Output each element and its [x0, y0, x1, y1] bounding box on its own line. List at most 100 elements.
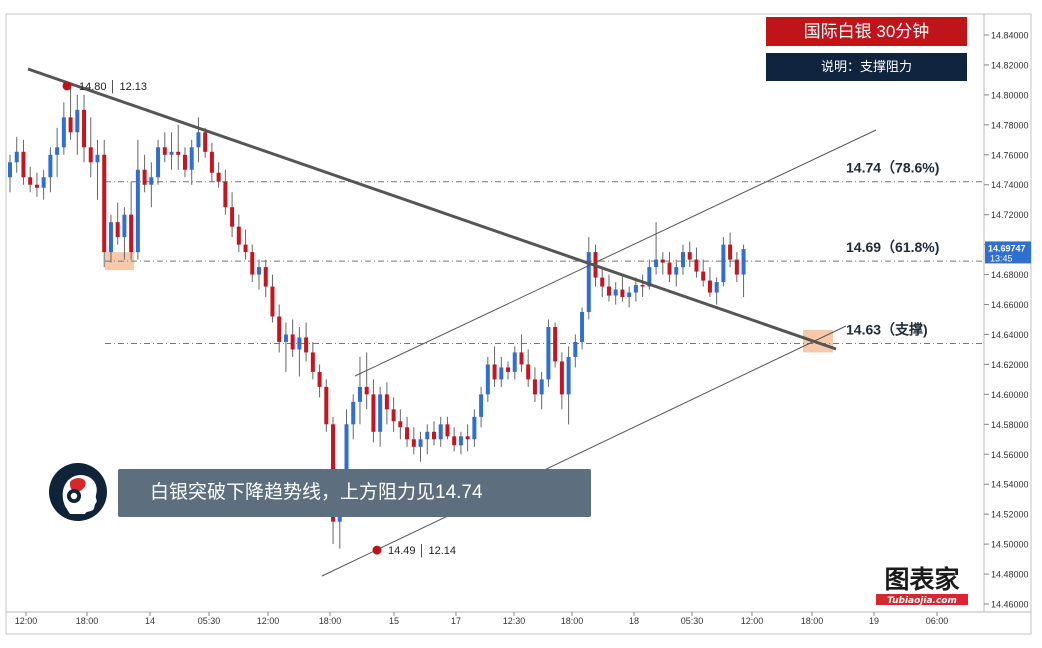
- candle-body: [694, 259, 699, 272]
- candle-body: [546, 326, 551, 380]
- candle-body: [458, 436, 463, 446]
- candle-body: [398, 421, 403, 428]
- level-label: 14.74（78.6%): [846, 160, 939, 176]
- candle-body: [465, 436, 470, 440]
- candle-body: [553, 326, 558, 362]
- candle-body: [129, 214, 134, 253]
- candle-body: [418, 439, 423, 447]
- candle-body: [344, 424, 349, 477]
- candle-body: [485, 364, 490, 395]
- x-tick-label: 18: [629, 616, 639, 626]
- candle-body: [75, 109, 80, 133]
- candle-body: [182, 154, 187, 170]
- y-tick-label: 14.48000: [991, 570, 1029, 580]
- annotations: 14.80 │ 12.13 14.49 │ 12.14: [62, 79, 456, 558]
- candle-body: [135, 169, 140, 253]
- candle-body: [209, 151, 214, 173]
- watermark-logo: 图表家 Tubiaojia.com: [876, 565, 968, 606]
- candle-body: [108, 222, 113, 253]
- candle-body: [230, 207, 235, 227]
- candle-body: [310, 352, 315, 372]
- candle-body: [492, 364, 497, 380]
- candle-body: [499, 367, 504, 380]
- x-tick-label: 18:00: [801, 616, 824, 626]
- candle-body: [378, 394, 383, 432]
- candle-body: [68, 117, 73, 133]
- x-tick-label: 12:00: [15, 616, 38, 626]
- y-tick-label: 14.66000: [991, 300, 1029, 310]
- channel-upper-line: [354, 129, 877, 377]
- candle-body: [324, 386, 329, 425]
- candle-body: [270, 286, 275, 317]
- y-tick-label: 14.76000: [991, 150, 1029, 160]
- candle-body: [526, 364, 531, 380]
- candle-body: [701, 271, 706, 281]
- candle-body: [627, 292, 632, 298]
- swing-dot: [62, 81, 72, 91]
- x-tick-label: 12:30: [503, 616, 526, 626]
- candle-body: [405, 427, 410, 440]
- candle-body: [176, 151, 181, 155]
- candle-body: [364, 386, 369, 395]
- candle-body: [647, 267, 652, 287]
- candle-body: [162, 147, 167, 155]
- y-tick-label: 14.50000: [991, 540, 1029, 550]
- swing-dot: [372, 545, 382, 555]
- candles: [8, 87, 746, 549]
- chart-title: 国际白银 30分钟: [766, 17, 967, 46]
- x-tick-label: 14: [145, 616, 155, 626]
- candle-body: [687, 252, 692, 260]
- y-tick-label: 14.54000: [991, 480, 1029, 490]
- candle-body: [88, 147, 93, 163]
- candle-body: [169, 151, 174, 155]
- time-axis: 12:00 18:00 14 05:30 12:00 18:00 15 17 12:30 18:0…: [15, 612, 949, 626]
- candle-body: [55, 147, 60, 155]
- candle-body: [741, 249, 746, 275]
- countdown-label: 13:45: [990, 253, 1013, 263]
- x-tick-label: 18:00: [76, 616, 99, 626]
- x-tick-label: 19: [869, 616, 879, 626]
- candle-body: [28, 177, 33, 185]
- candle-body: [48, 154, 53, 178]
- candle-body: [654, 259, 659, 268]
- candle-body: [357, 386, 362, 402]
- level-label: 14.63（支撑): [846, 321, 928, 337]
- candle-body: [102, 154, 107, 253]
- candle-body: [539, 379, 544, 395]
- candle-body: [674, 267, 679, 275]
- candle-body: [304, 337, 309, 353]
- y-tick-label: 14.56000: [991, 450, 1029, 460]
- candle-body: [82, 109, 87, 148]
- candle-body: [411, 439, 416, 447]
- watermark-url: Tubiaojia.com: [887, 596, 957, 606]
- candle-body: [532, 379, 537, 395]
- candle-body: [384, 394, 389, 410]
- candle-body: [721, 244, 726, 283]
- candle-body: [61, 117, 66, 148]
- candle-body: [142, 169, 147, 185]
- x-tick-label: 18:00: [319, 616, 342, 626]
- candle-body: [660, 259, 665, 263]
- y-tick-label: 14.60000: [991, 390, 1029, 400]
- x-tick-label: 06:00: [926, 616, 949, 626]
- y-tick-label: 14.68000: [991, 270, 1029, 280]
- candle-body: [189, 147, 194, 170]
- candle-body: [317, 371, 322, 387]
- candle-body: [734, 259, 739, 275]
- candle-body: [566, 356, 571, 395]
- candle-body: [371, 394, 376, 432]
- candle-body: [452, 436, 457, 446]
- candle-body: [250, 252, 255, 275]
- candle-body: [472, 416, 477, 440]
- candle-body: [606, 286, 611, 296]
- candle-body: [425, 431, 430, 440]
- candle-body: [14, 151, 19, 163]
- y-tick-label: 14.82000: [991, 60, 1029, 70]
- trend-lines: [27, 67, 877, 577]
- swing-label: 14.80 │ 12.13: [79, 79, 147, 94]
- candle-body: [714, 282, 719, 293]
- candle-body: [115, 222, 120, 238]
- x-tick-label: 15: [389, 616, 399, 626]
- watermark-url-bg: [876, 594, 968, 605]
